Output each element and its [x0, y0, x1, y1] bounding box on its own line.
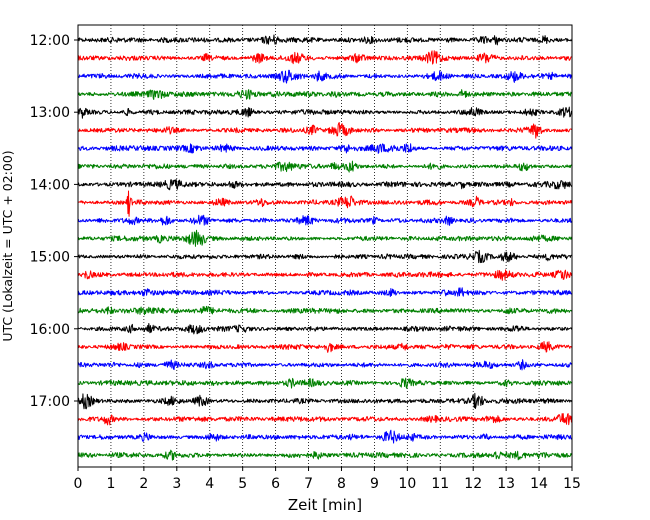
y-tick-label-4: 16:00 [30, 322, 70, 338]
x-axis-label: Zeit [min] [288, 496, 362, 514]
y-axis-ticks: 12:00 13:00 14:00 15:00 16:00 17:00 [30, 33, 78, 410]
y-tick-label-3: 15:00 [30, 250, 70, 266]
trace-row-2 [77, 69, 573, 84]
x-tick-label-9: 9 [370, 476, 379, 492]
x-tick-label-11: 11 [431, 476, 449, 492]
x-tick-label-8: 8 [337, 476, 346, 492]
trace-row-23 [77, 449, 573, 461]
trace-row-6 [77, 143, 573, 154]
trace-row-20 [77, 392, 573, 410]
trace-row-13 [77, 269, 573, 281]
plot-frame [77, 24, 573, 468]
trace-row-10 [77, 214, 573, 226]
x-tick-label-6: 6 [271, 476, 280, 492]
x-tick-label-4: 4 [205, 476, 214, 492]
x-tick-label-5: 5 [238, 476, 247, 492]
y-tick-label-5: 17:00 [30, 394, 70, 410]
x-tick-label-13: 13 [497, 476, 515, 492]
trace-row-17 [77, 341, 573, 353]
x-tick-label-7: 7 [304, 476, 313, 492]
trace-row-12 [77, 249, 573, 264]
x-tick-label-15: 15 [563, 476, 581, 492]
trace-row-4 [77, 106, 573, 119]
trace-row-8 [77, 179, 573, 191]
trace-row-14 [77, 287, 573, 297]
x-tick-label-2: 2 [139, 476, 148, 492]
y-axis-label: UTC (Lokalzeit = UTC + 02:00) [0, 150, 15, 341]
trace-row-18 [77, 359, 573, 371]
trace-row-7 [77, 160, 573, 173]
trace-row-1 [77, 50, 573, 65]
trace-row-3 [77, 89, 573, 100]
trace-row-9 [77, 190, 573, 217]
y-tick-label-1: 13:00 [30, 105, 70, 121]
y-tick-label-2: 14:00 [30, 177, 70, 193]
trace-row-21 [77, 413, 573, 426]
x-tick-label-14: 14 [530, 476, 548, 492]
plot-background [78, 25, 572, 467]
trace-row-22 [77, 429, 573, 444]
seismogram-traces [77, 34, 573, 461]
trace-row-11 [77, 229, 573, 247]
trace-row-19 [77, 377, 573, 389]
trace-row-5 [77, 122, 573, 139]
x-tick-label-1: 1 [106, 476, 115, 492]
x-axis-ticks: 0 1 2 3 4 5 6 7 8 9 10 11 12 13 14 15 [74, 467, 581, 492]
y-tick-label-0: 12:00 [30, 33, 70, 49]
trace-row-15 [77, 305, 573, 316]
trace-row-0 [77, 34, 573, 46]
x-tick-label-10: 10 [398, 476, 416, 492]
x-tick-label-3: 3 [172, 476, 181, 492]
x-tick-label-0: 0 [74, 476, 83, 492]
x-tick-label-12: 12 [464, 476, 482, 492]
trace-row-16 [77, 322, 573, 335]
